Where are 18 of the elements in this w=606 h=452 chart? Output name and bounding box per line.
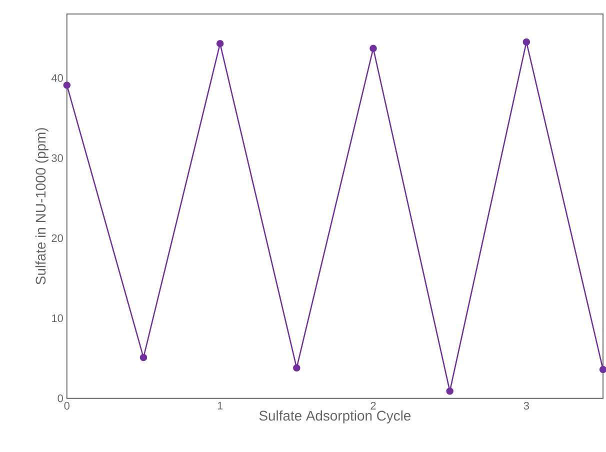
point <box>140 354 148 362</box>
point <box>216 40 224 48</box>
point <box>293 364 300 372</box>
y-tick-label: 20 <box>52 234 63 242</box>
x-tick-label: 0 <box>64 402 70 410</box>
x-axis-title: Sulfate Adsorption Cycle <box>259 410 411 424</box>
x-tick-label: 2 <box>370 402 376 410</box>
y-tick-label: 0 <box>58 394 63 402</box>
point <box>63 81 71 89</box>
y-tick-label: 10 <box>52 314 63 322</box>
y-tick-label: 40 <box>51 74 63 82</box>
y-axis-title: Sulfate in NU-1000 (ppm) <box>35 128 48 284</box>
x-tick-label: 3 <box>524 402 529 410</box>
point <box>370 44 377 52</box>
y-tick-label: 30 <box>52 154 63 162</box>
point <box>446 387 454 395</box>
x-tick-label: 1 <box>218 402 223 410</box>
point <box>522 38 530 46</box>
